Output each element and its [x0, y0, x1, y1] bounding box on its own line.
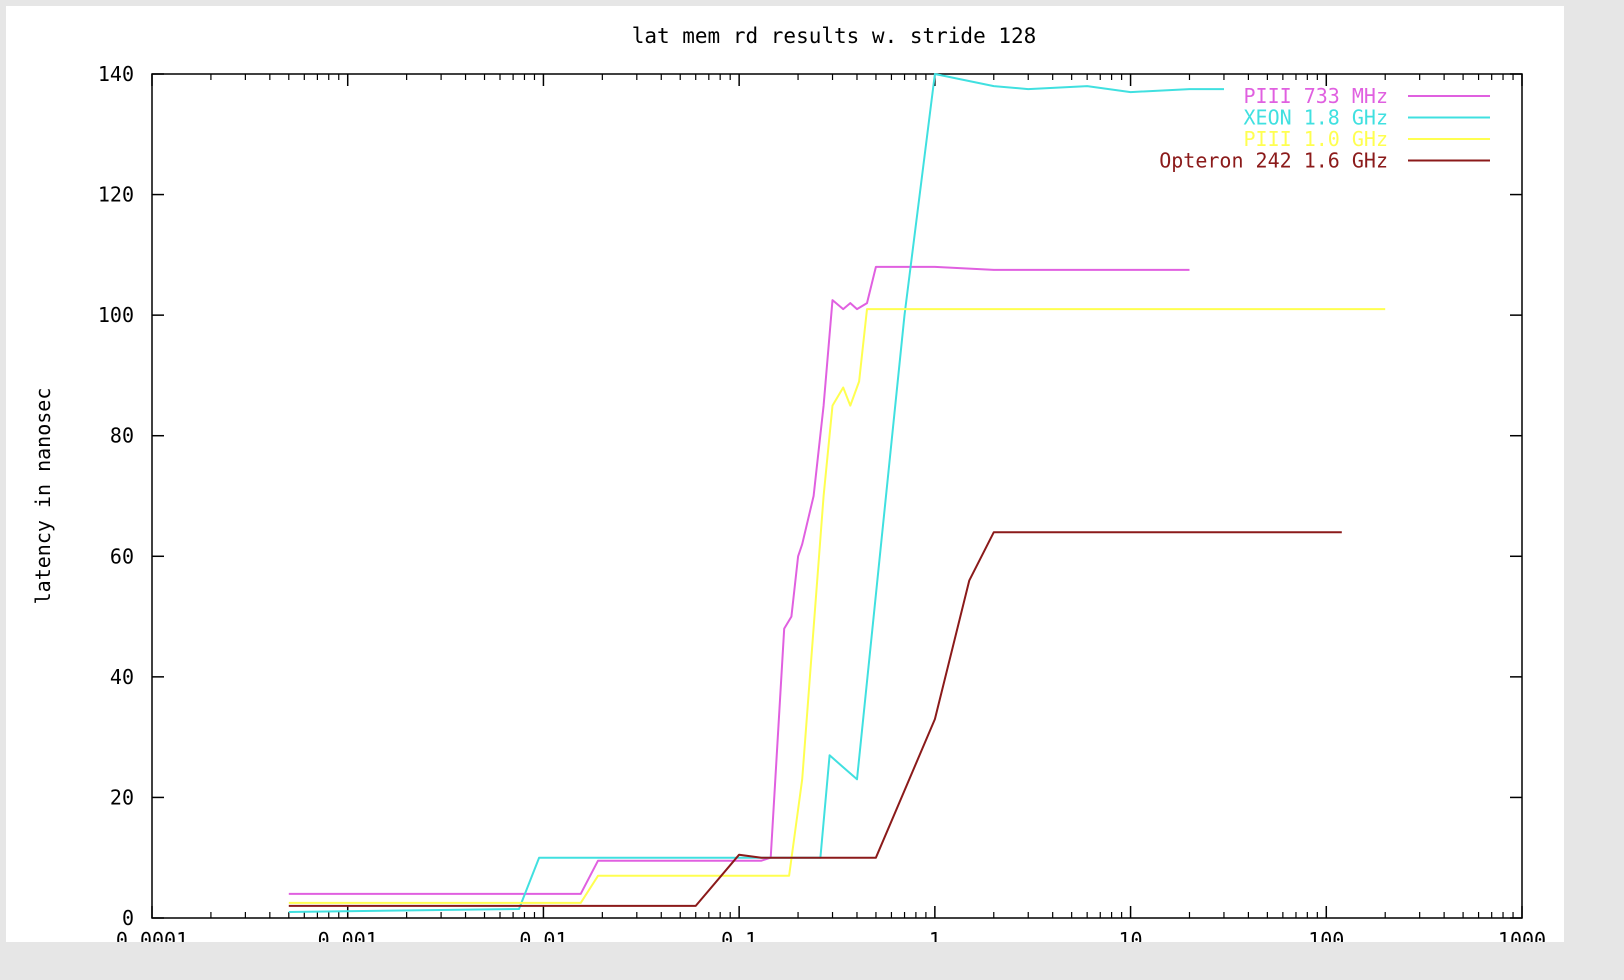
axis-ticks: 0 20 40 60 80 100 120 140 0.0001 0.001 0.01 0.1 1 10 1… — [98, 62, 1546, 942]
y-tick-label: 60 — [110, 544, 134, 568]
x-tick-label: 100 — [1308, 928, 1344, 942]
series-line-0 — [288, 265, 1190, 895]
y-tick-label: 80 — [110, 424, 134, 448]
y-tick-label: 140 — [98, 62, 134, 86]
legend-label-2: PIII 1.0 GHz — [1244, 127, 1389, 151]
y-tick-label: 40 — [110, 665, 134, 689]
legend-label-0: PIII 733 MHz — [1244, 84, 1389, 108]
chart: lat mem rd results w. stride 128 latency… — [6, 6, 1564, 942]
y-tick-label: 20 — [110, 785, 134, 809]
y-tick-label: 100 — [98, 303, 134, 327]
legend-label-3: Opteron 242 1.6 GHz — [1159, 149, 1388, 173]
x-tick-label: 0.1 — [721, 928, 757, 942]
legend-label-1: XEON 1.8 GHz — [1244, 106, 1389, 130]
series-line-3 — [288, 531, 1342, 907]
y-tick-label: 120 — [98, 183, 134, 207]
x-tick-label: 0.001 — [318, 928, 378, 942]
series-line-1 — [288, 73, 1224, 913]
series-line-2 — [288, 308, 1386, 904]
x-tick-label: 1000 — [1498, 928, 1546, 942]
y-axis-label: latency in nanosec — [31, 388, 55, 605]
x-tick-label: 10 — [1119, 928, 1143, 942]
plot-area-border — [151, 73, 1523, 919]
x-tick-label: 1 — [929, 928, 941, 942]
y-tick-label: 0 — [122, 906, 134, 930]
x-tick-label: 0.0001 — [116, 928, 188, 942]
x-tick-label: 0.01 — [519, 928, 567, 942]
series-lines — [288, 73, 1386, 913]
chart-title: lat mem rd results w. stride 128 — [632, 24, 1037, 48]
